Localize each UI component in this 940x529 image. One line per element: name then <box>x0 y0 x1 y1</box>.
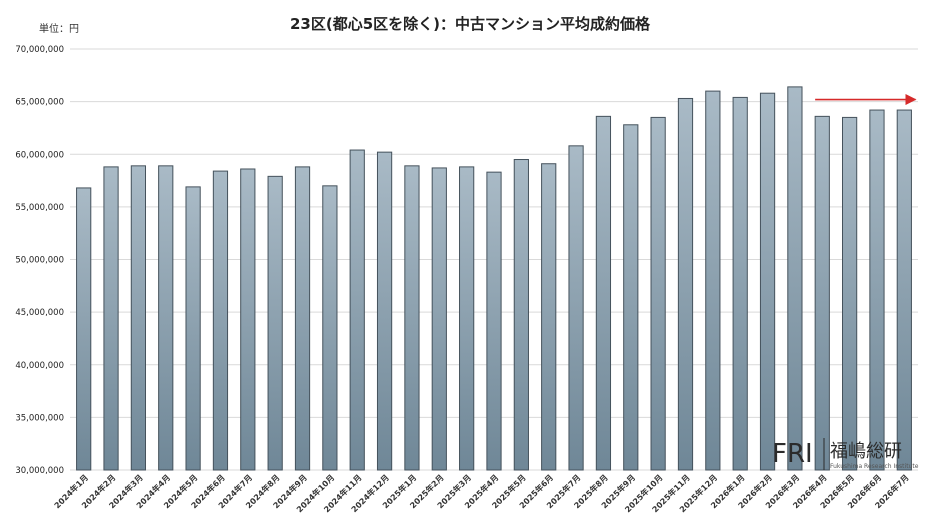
logo-mark: FRI <box>772 439 813 469</box>
y-tick-label: 65,000,000 <box>15 98 64 108</box>
bars <box>76 86 912 471</box>
fri-logo: FRI 福嶋総研 Fukushima Research Institute <box>772 438 919 470</box>
bar <box>677 97 694 471</box>
y-axis: 30,000,000 35,000,000 40,000,000 45,000,000… <box>15 45 64 476</box>
y-tick-label: 40,000,000 <box>15 361 64 371</box>
bar <box>294 166 311 471</box>
bar <box>623 124 639 471</box>
bar <box>322 185 338 471</box>
bar <box>705 90 721 471</box>
bar <box>568 145 584 471</box>
bar <box>103 166 119 471</box>
y-tick-label: 70,000,000 <box>15 45 64 55</box>
bar <box>158 165 174 471</box>
bar <box>185 186 201 471</box>
chart-title: 23区(都心5区を除く)：中古マンション平均成約価格 <box>290 15 651 33</box>
bar <box>595 115 612 471</box>
y-tick-label: 35,000,000 <box>15 413 64 423</box>
bar <box>732 96 748 471</box>
bar <box>842 116 858 471</box>
bar <box>267 175 283 471</box>
y-tick-label: 50,000,000 <box>15 256 64 266</box>
logo-name: 福嶋総研 <box>830 441 902 462</box>
bar <box>486 171 502 471</box>
bar <box>759 92 776 471</box>
bar <box>376 151 393 471</box>
y-tick-label: 55,000,000 <box>15 203 64 213</box>
bar <box>513 159 529 471</box>
unit-label: 単位：円 <box>39 22 79 35</box>
bar <box>130 165 146 471</box>
bar <box>541 163 557 471</box>
bar <box>896 109 912 471</box>
bar <box>404 165 420 471</box>
bar <box>869 109 885 471</box>
bar <box>650 116 666 471</box>
y-tick-label: 45,000,000 <box>15 308 64 318</box>
y-tick-label: 60,000,000 <box>15 150 64 160</box>
x-axis: 2024年1月2024年2月2024年3月2024年4月2024年5月2024年… <box>52 472 911 514</box>
y-tick-label: 30,000,000 <box>15 466 64 476</box>
logo-subtitle: Fukushima Research Institute <box>830 463 919 470</box>
bar <box>76 187 92 471</box>
bar <box>240 168 256 471</box>
bar <box>212 170 229 471</box>
bar <box>787 86 803 471</box>
bar <box>459 166 475 471</box>
bar <box>814 115 830 471</box>
bar <box>349 149 365 471</box>
bar <box>431 167 447 471</box>
